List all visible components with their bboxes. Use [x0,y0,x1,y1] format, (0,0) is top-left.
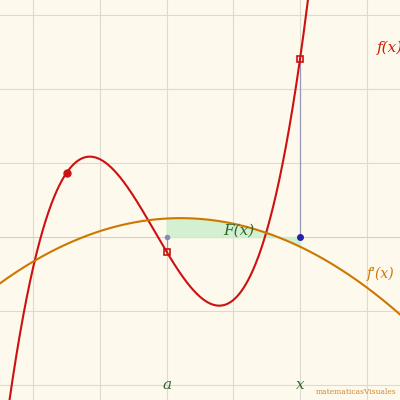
Text: F(x): F(x) [223,224,254,238]
Text: x: x [296,378,304,392]
Text: f'(x): f'(x) [367,266,394,281]
Text: f(x): f(x) [377,40,400,55]
Text: matematicasVisuales: matematicasVisuales [316,388,397,396]
Text: a: a [162,378,171,392]
